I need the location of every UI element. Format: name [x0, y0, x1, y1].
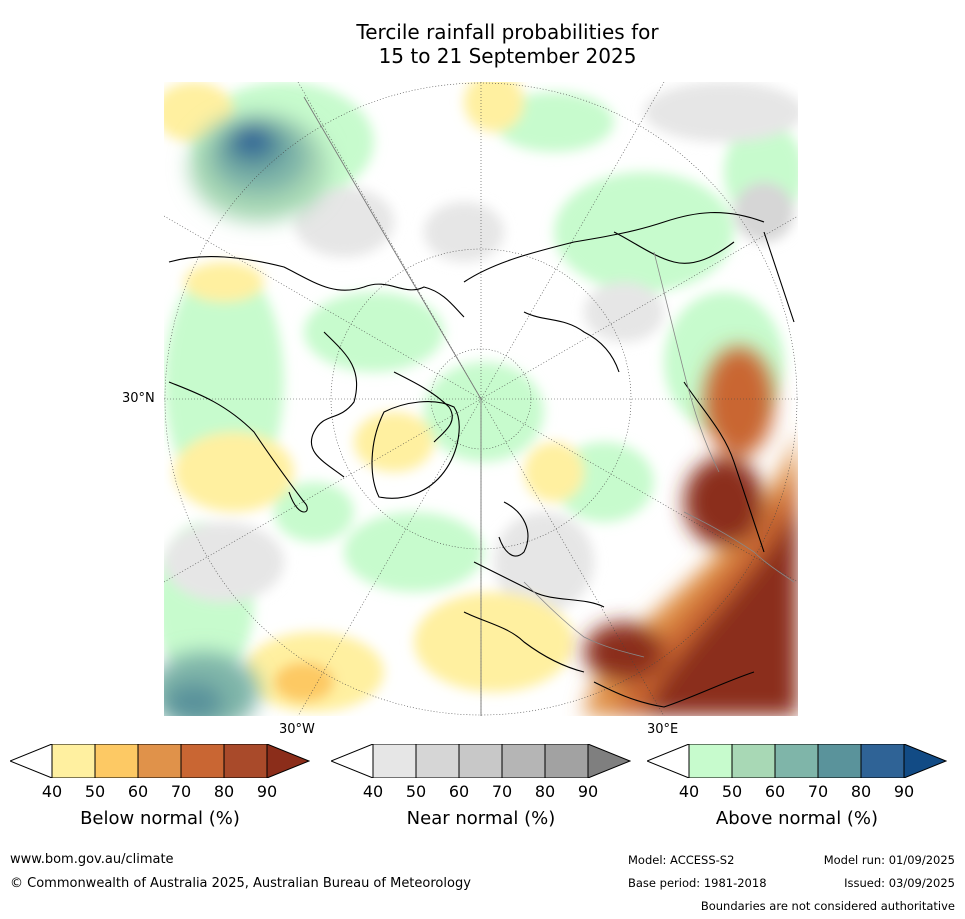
- tick-label: 50: [84, 782, 106, 801]
- borders: [523, 251, 795, 658]
- tick-label: 50: [405, 782, 427, 801]
- tick-label: 40: [362, 782, 384, 801]
- tick-label: 90: [256, 782, 278, 801]
- tick-label: 70: [807, 782, 829, 801]
- title-line-2: 15 to 21 September 2025: [378, 44, 637, 68]
- lon-label-30e: 30°E: [647, 722, 679, 737]
- lat-label-30n: 30°N: [122, 391, 155, 406]
- colorbar-near-label: Near normal (%): [406, 808, 556, 829]
- tick-label: 80: [534, 782, 556, 801]
- tick-label: 80: [213, 782, 235, 801]
- lon-label-30w: 30°W: [279, 722, 315, 737]
- tick-label: 60: [127, 782, 149, 801]
- tick-label: 70: [170, 782, 192, 801]
- tick-label: 90: [893, 782, 915, 801]
- below-normal-core: [584, 347, 798, 716]
- footer-disclaimer: Boundaries are not considered authoritat…: [700, 899, 955, 913]
- footer-url: www.bom.gov.au/climate: [10, 852, 174, 867]
- tick-label: 60: [764, 782, 786, 801]
- footer-base-period: Base period: 1981-2018: [628, 876, 767, 890]
- footer-model-run: Model run: 01/09/2025: [823, 853, 955, 867]
- colorbar-below: [10, 744, 310, 778]
- title-line-1: Tercile rainfall probabilities for: [356, 20, 659, 44]
- colorbar-above-label: Above normal (%): [715, 808, 879, 829]
- map-svg: [164, 82, 798, 716]
- tick-label: 40: [678, 782, 700, 801]
- tick-label: 50: [721, 782, 743, 801]
- meridian-lines: [303, 96, 482, 716]
- tick-label: 90: [577, 782, 599, 801]
- colorbar-near: [331, 744, 631, 778]
- above-normal-core: [164, 112, 329, 716]
- footer-issued: Issued: 03/09/2025: [844, 876, 955, 890]
- footer-copyright: © Commonwealth of Australia 2025, Austra…: [10, 876, 471, 891]
- tick-label: 40: [41, 782, 63, 801]
- footer-model: Model: ACCESS-S2: [628, 853, 735, 867]
- probability-field: [164, 82, 798, 712]
- colorbar-above: [647, 744, 947, 778]
- colorbar-below-swatches: [51, 744, 268, 778]
- forecast-map: [164, 82, 798, 716]
- tick-label: 70: [491, 782, 513, 801]
- colorbar-below-label: Below normal (%): [80, 808, 240, 829]
- map-title: Tercile rainfall probabilities for 15 to…: [0, 20, 965, 68]
- tick-label: 80: [850, 782, 872, 801]
- tick-label: 60: [448, 782, 470, 801]
